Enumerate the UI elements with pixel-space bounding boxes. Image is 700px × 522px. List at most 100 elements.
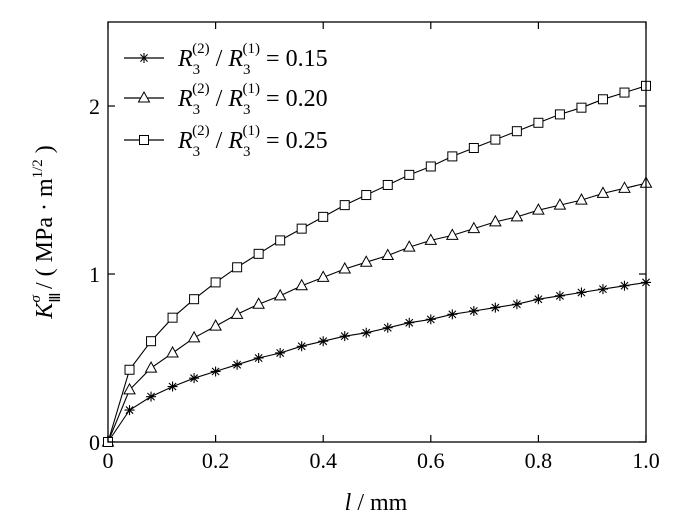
series-2-point-6 xyxy=(232,262,243,273)
legend-marker-1-glyph xyxy=(137,90,151,103)
legend-label-0: R3(2) / R3(1) = 0.15 xyxy=(177,41,328,78)
series-1-point-9-shape xyxy=(295,278,309,291)
series-2-point-23-shape xyxy=(597,94,608,105)
series-2-point-21-shape xyxy=(554,109,565,120)
series-1-point-11 xyxy=(338,261,352,274)
series-1-point-12 xyxy=(359,255,373,267)
series-1-point-21-shape xyxy=(553,198,567,210)
series-0-point-18-shape xyxy=(490,302,501,313)
series-1-point-23 xyxy=(596,186,610,198)
series-1-point-24-shape xyxy=(618,181,631,193)
series-1-point-12-shape xyxy=(359,255,373,267)
legend-marker-0-glyph xyxy=(139,53,149,63)
series-0-point-19 xyxy=(511,299,522,310)
series-1-point-18-shape xyxy=(489,214,502,227)
series-2-point-19 xyxy=(511,126,522,137)
series-2-point-20-shape xyxy=(533,117,544,128)
series-0-point-21-shape xyxy=(554,290,565,301)
series-2-point-10-shape xyxy=(318,211,329,222)
series-1-point-4 xyxy=(187,330,201,343)
series-line-0 xyxy=(107,281,647,443)
series-0-point-1-shape xyxy=(124,405,135,416)
series-0-point-7 xyxy=(253,353,264,363)
y-axis-title: KⅢσ / ( MPa · m1/2 ) xyxy=(28,145,64,320)
series-0-point-24-shape xyxy=(619,280,630,291)
series-1-point-16-shape xyxy=(445,228,459,240)
series-0-point-9 xyxy=(296,341,307,352)
series-2-point-11 xyxy=(339,200,350,211)
series-2-point-17 xyxy=(468,143,479,153)
series-2-point-24-shape xyxy=(619,87,630,98)
series-2-point-4-shape xyxy=(189,294,200,305)
series-2-point-16 xyxy=(447,151,458,162)
x-tick-label-0: 0 xyxy=(103,448,114,473)
series-2-point-4 xyxy=(189,294,200,305)
series-0-point-21 xyxy=(554,290,565,301)
series-2-point-18 xyxy=(490,134,501,145)
series-1-point-24 xyxy=(618,181,631,193)
series-1-point-13-shape xyxy=(381,248,395,261)
series-2-point-5-shape xyxy=(210,277,221,288)
series-0-point-11-shape xyxy=(339,331,350,342)
series-2-point-13-shape xyxy=(382,179,393,190)
series-1-point-20-shape xyxy=(532,203,545,215)
series-0-point-15-shape xyxy=(425,314,436,325)
x-tick-label-3: 0.6 xyxy=(417,448,445,473)
series-0-point-24 xyxy=(619,280,630,291)
x-tick-label-1: 0.2 xyxy=(202,448,230,473)
series-1-point-9 xyxy=(295,278,309,291)
series-1-point-20 xyxy=(532,203,545,215)
series-2-point-7-shape xyxy=(253,248,264,259)
legend-marker-0-glyph-shape xyxy=(139,53,149,63)
series-0-point-7-shape xyxy=(253,353,264,363)
series-0-point-3 xyxy=(167,381,178,392)
axis-ticks: 0 0.2 0.4 0.6 0.8 1.0 0 1 2 xyxy=(89,22,660,473)
series-2-point-12 xyxy=(361,190,372,201)
series-0-point-22 xyxy=(576,287,587,298)
series-1-point-8 xyxy=(273,288,287,301)
legend-item-0: R3(2) / R3(1) = 0.15 xyxy=(124,41,328,78)
series-0-point-14-shape xyxy=(404,317,415,328)
series-1-point-6-shape xyxy=(230,307,244,319)
series-1-point-15 xyxy=(424,233,438,245)
series-2-point-23 xyxy=(597,94,608,105)
series-2-point-8-shape xyxy=(275,235,286,246)
series-1-point-3-shape xyxy=(166,345,179,358)
series-0-point-13 xyxy=(382,322,393,333)
series-2-point-22-shape xyxy=(576,102,587,113)
legend-marker-2-glyph-shape xyxy=(139,135,149,145)
series-1-point-7 xyxy=(252,297,265,309)
series-2-point-9-shape xyxy=(296,223,307,234)
series-2-point-16-shape xyxy=(447,151,458,162)
y-tick-label-0: 0 xyxy=(89,430,100,455)
series-1-point-8-shape xyxy=(273,288,287,301)
series-1-point-23-shape xyxy=(596,186,610,198)
series-1-point-5-shape xyxy=(209,319,222,331)
series-2-point-3-shape xyxy=(167,312,178,323)
series-2-point-14-shape xyxy=(404,169,415,180)
x-tick-label-2: 0.4 xyxy=(309,448,337,473)
legend-marker-triangle xyxy=(137,90,151,103)
series-2-point-18-shape xyxy=(490,134,501,145)
legend-label-1: R3(2) / R3(1) = 0.20 xyxy=(177,81,328,118)
series-1-point-16 xyxy=(445,228,459,240)
legend-marker-1-glyph-shape xyxy=(137,90,151,103)
series-0-point-16-shape xyxy=(447,309,458,320)
series-1-point-14 xyxy=(402,240,416,252)
series-1-point-18 xyxy=(489,214,502,227)
series-1-point-22 xyxy=(575,193,588,205)
series-2-point-19-shape xyxy=(511,126,522,137)
series-2-point-13 xyxy=(382,179,393,190)
series-2-point-20 xyxy=(533,117,544,128)
series-1-point-14-shape xyxy=(402,240,416,252)
series-0-point-1 xyxy=(124,405,135,416)
series-0-point-17-shape xyxy=(468,305,479,316)
series-0-point-15 xyxy=(425,314,436,325)
x-axis-title: l / mm xyxy=(345,490,408,516)
series-1-point-15-shape xyxy=(424,233,438,245)
series-0-point-2-shape xyxy=(146,391,157,402)
series-2-point-2 xyxy=(146,336,157,347)
series-2-point-7 xyxy=(253,248,264,259)
plot-frame xyxy=(107,21,647,443)
